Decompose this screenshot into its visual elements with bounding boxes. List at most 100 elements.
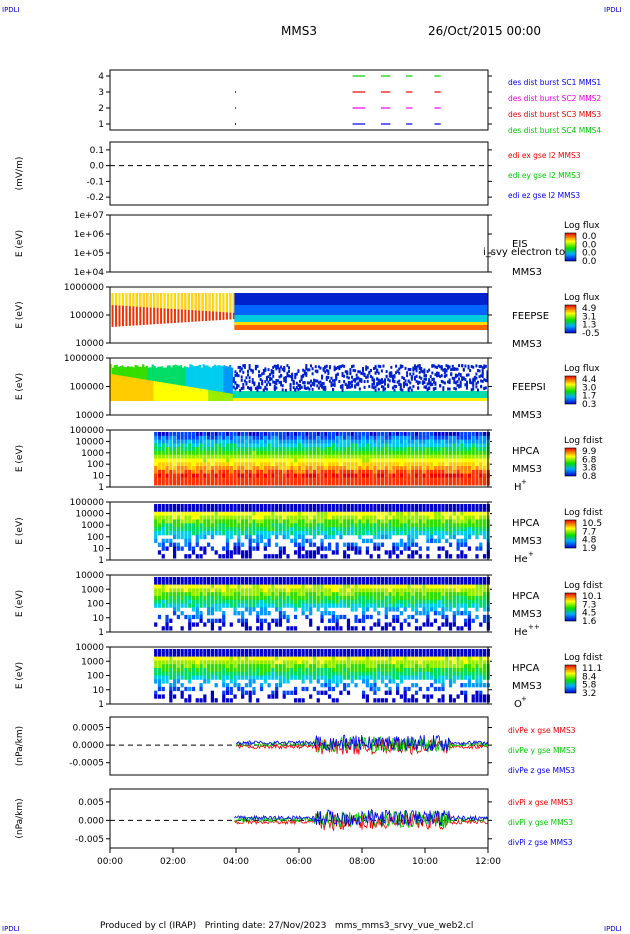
- hpca_h-cell: [195, 466, 199, 471]
- hpca_h-cell: [241, 481, 245, 486]
- hpca_o-cell: [293, 667, 298, 673]
- feepse-stripe: [139, 293, 142, 326]
- hpca_h-cell: [358, 439, 362, 444]
- feepsi-ylabel: E (eV): [15, 373, 25, 400]
- hpca_he-cell: [316, 504, 320, 509]
- hpca_he-cell: [339, 515, 343, 520]
- hpca_he-cell: [365, 523, 369, 528]
- hpca_hepp-cell: [293, 614, 298, 620]
- hpca_o-cell: [199, 683, 203, 688]
- hpca_o-cell: [161, 649, 165, 654]
- hpca_o-cell: [229, 686, 233, 692]
- hpca_hepp-cell: [301, 599, 305, 604]
- hpca_h-cell: [426, 469, 430, 475]
- hpca_hepp-cell: [165, 577, 169, 582]
- hpca_h-cell: [399, 450, 403, 456]
- hpca_hepp-cell: [430, 580, 434, 586]
- feepse-stripe: [135, 293, 138, 326]
- hpca_h-cell: [388, 443, 392, 448]
- hpca_he-cell: [335, 546, 339, 551]
- hpca_h-cell: [426, 447, 430, 452]
- hpca_he-cell: [169, 531, 173, 536]
- hpca_h-cell: [275, 439, 279, 444]
- feepse-stripe-high: [232, 293, 235, 313]
- hpca_hepp-cell: [369, 580, 373, 586]
- hpca_he-cell: [237, 507, 241, 513]
- hpca_o-cell: [346, 660, 351, 665]
- hpca_h-cell: [365, 477, 369, 482]
- hpca_o-cell: [195, 675, 199, 680]
- feepsi-speck: [258, 382, 261, 386]
- hpca_o-cell: [365, 694, 369, 699]
- hpca_h-cell: [154, 435, 158, 441]
- hpca_he-cell: [327, 542, 332, 547]
- hpca_h-cell: [452, 447, 456, 452]
- hpca_h-cell: [256, 447, 260, 452]
- hpca_he-cell: [199, 554, 203, 559]
- hpca_o-cell: [293, 690, 298, 695]
- hpca_hepp-cell: [396, 595, 400, 601]
- hpca_o-cell: [305, 686, 309, 692]
- hpca_he-cell: [233, 511, 237, 517]
- hpca_he-cell: [184, 523, 188, 528]
- feepsi-speck: [250, 386, 253, 390]
- hpca_h-cell: [290, 432, 294, 437]
- hpca_o-cell: [199, 652, 203, 658]
- hpca_h-cell: [384, 454, 388, 459]
- hpca_o-cell: [188, 679, 192, 684]
- hpca_hepp-cell: [354, 592, 358, 597]
- hpca_h-cell: [157, 477, 162, 482]
- hpca_hepp-cell: [418, 588, 422, 593]
- hpca_he-ytick-label: 100000: [70, 498, 105, 508]
- hpca_h-cell: [241, 477, 245, 482]
- feepse-colorbar-tick: 4.9: [582, 304, 597, 314]
- hpca_he-cell: [343, 527, 347, 532]
- hpca_h-cell: [161, 447, 165, 452]
- hpca_hepp-cell: [237, 595, 241, 601]
- feepsi-speck: [308, 387, 311, 391]
- hpca_h-cell: [456, 439, 460, 444]
- hpca_o-cell: [184, 667, 188, 673]
- feepsi-speck: [418, 370, 421, 374]
- hpca_h-cell: [396, 466, 400, 471]
- hpca_o-cell: [320, 649, 324, 654]
- feepsi-speck: [272, 374, 275, 378]
- hpca_h-cell: [320, 462, 324, 467]
- hpca_he-cell: [309, 550, 313, 555]
- hpca_o-cell: [241, 671, 245, 676]
- hpca_he-cell: [464, 554, 468, 559]
- hpca_hepp-cell: [161, 588, 165, 593]
- hpca_he-cell: [248, 534, 252, 540]
- hpca_he-cell: [241, 527, 245, 532]
- hpca_o-cell: [350, 660, 354, 665]
- feepsi-speck: [291, 374, 294, 378]
- feepsi-speck: [330, 376, 333, 380]
- feepse-ylabel: E (eV): [15, 301, 25, 328]
- hpca_h-cell: [411, 443, 415, 448]
- hpca_he-cell: [365, 546, 369, 551]
- hpca_he-cell: [464, 507, 468, 513]
- hpca_he-cell: [460, 507, 464, 513]
- feepsi-cell: [172, 365, 175, 386]
- hpca_o-cell: [324, 671, 328, 676]
- feepse-stripe: [115, 293, 118, 327]
- feepsi-speck: [349, 385, 352, 389]
- hpca_h-cell: [154, 450, 158, 456]
- hpca_h-cell: [225, 432, 230, 437]
- hpca_h-cell: [418, 473, 422, 478]
- hpca_he-cell: [244, 534, 249, 540]
- hpca_o-cell: [165, 667, 169, 673]
- feepsi-speck: [462, 368, 465, 372]
- feepsi-speck: [483, 386, 486, 390]
- hpca_o-cell: [233, 660, 237, 665]
- feepsi-speck: [476, 388, 479, 392]
- hpca_hepp-cell: [422, 603, 426, 608]
- feepsi-speck: [272, 369, 275, 373]
- hpca_hepp-cell: [373, 577, 377, 582]
- feepsi-speck: [420, 376, 423, 380]
- feepsi-speck: [289, 374, 292, 378]
- hpca_hepp-cell: [354, 614, 358, 620]
- feepsi-speck: [431, 378, 434, 382]
- hpca_h-cell: [471, 469, 475, 475]
- hpca_h-cell: [305, 466, 309, 471]
